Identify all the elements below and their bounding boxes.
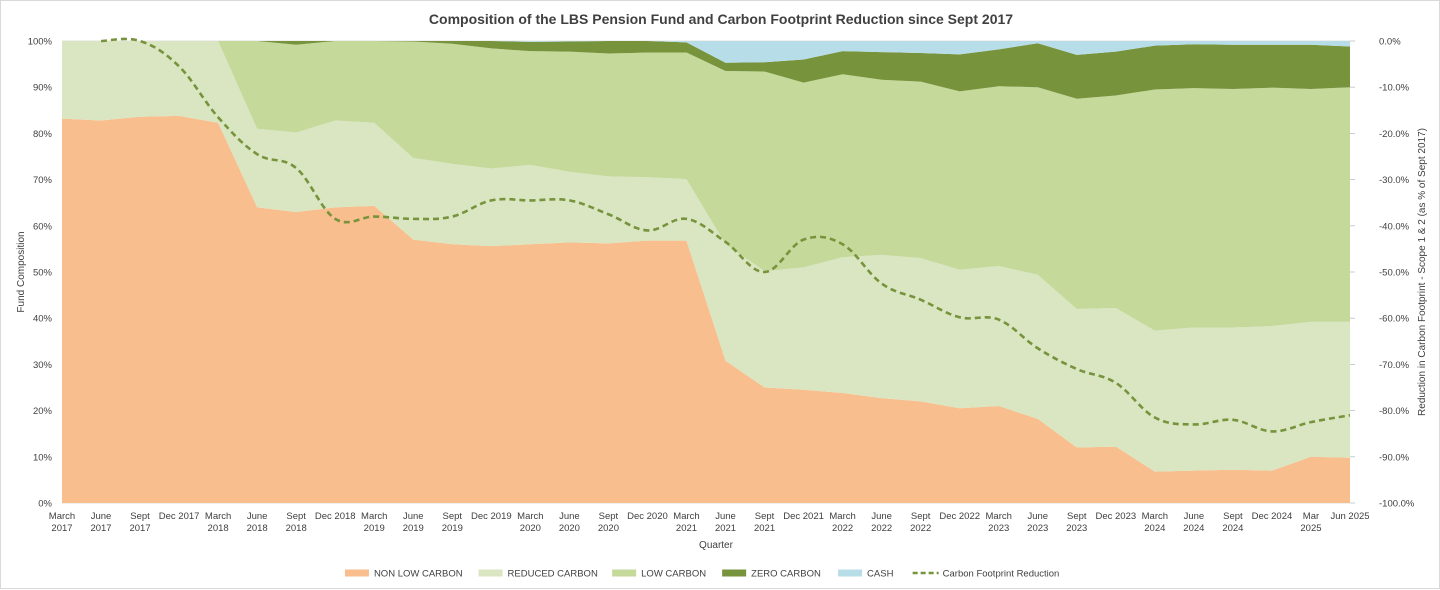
x-tick-label: March 2023 <box>986 511 1012 534</box>
y-tick-label: 50% <box>33 268 53 279</box>
legend-swatch <box>478 569 503 577</box>
y2-tick-label: -10.0% <box>1379 83 1410 94</box>
x-tick-label: Sept 2023 <box>1066 511 1087 534</box>
y-tick-label: 20% <box>33 406 53 417</box>
x-axis-label: Quarter <box>699 540 734 551</box>
x-tick-label: Mar 2025 <box>1300 511 1321 534</box>
x-tick-label: March 2017 <box>49 511 75 534</box>
y2-tick-label: -50.0% <box>1379 268 1410 279</box>
legend-label: ZERO CARBON <box>751 569 821 580</box>
x-tick-label: March 2022 <box>829 511 855 534</box>
carbon-footprint-line-group <box>100 37 1351 433</box>
y-tick-label: 60% <box>33 221 53 232</box>
x-tick-label: March 2020 <box>517 511 543 534</box>
x-tick-label: Sept 2018 <box>286 511 307 534</box>
x-tick-label: Sept 2020 <box>598 511 619 534</box>
y-axis-label: Fund Composition <box>16 231 27 312</box>
legend-item-low-carbon[interactable]: LOW CARBON <box>612 569 706 580</box>
y2-tick-label: -40.0% <box>1379 221 1410 232</box>
y-tick-label: 0% <box>38 499 52 510</box>
y-tick-label: 80% <box>33 129 53 140</box>
area-low-carbon <box>62 41 1350 331</box>
x-tick-label: June 2023 <box>1027 511 1048 534</box>
line-carbon-footprint-reduction <box>100 37 1351 433</box>
legend-swatch <box>612 569 637 577</box>
legend-item-carbon-footprint-reduction[interactable]: Carbon Footprint Reduction <box>912 569 1060 580</box>
legend-item-reduced-carbon[interactable]: REDUCED CARBON <box>478 569 598 580</box>
y2-tick-label: -60.0% <box>1379 314 1410 325</box>
x-tick-label: Sept 2019 <box>442 511 463 534</box>
legend-label: NON LOW CARBON <box>374 569 463 580</box>
y2-tick-label: -70.0% <box>1379 360 1410 371</box>
x-tick-label: June 2020 <box>559 511 580 534</box>
x-tick-label: Dec 2021 <box>783 511 824 522</box>
area-cash <box>62 41 1350 63</box>
x-tick-label: March 2019 <box>361 511 387 534</box>
legend-swatch <box>344 569 369 577</box>
y-axis-ticks: 0% 10% 20% 30% 40% 50% 60% 70% 80% 90% 100% <box>28 37 53 510</box>
x-tick-label: June 2024 <box>1183 511 1204 534</box>
x-tick-label: Dec 2020 <box>627 511 668 522</box>
x-tick-label: March 2021 <box>673 511 699 534</box>
area-reduced-carbon <box>62 41 1350 472</box>
chart-title: Composition of the LBS Pension Fund and … <box>429 11 1013 27</box>
area-non-low-carbon <box>62 115 1350 503</box>
x-tick-label: March 2024 <box>1142 511 1168 534</box>
x-tick-label: March 2018 <box>205 511 231 534</box>
x-tick-label: Sept 2022 <box>910 511 931 534</box>
y2-tick-label: -90.0% <box>1379 452 1410 463</box>
x-tick-label: Sept 2017 <box>129 511 150 534</box>
legend[interactable]: NON LOW CARBON REDUCED CARBON LOW CARBON ZE… <box>344 569 1060 580</box>
y-tick-label: 70% <box>33 175 53 186</box>
x-tick-label: Dec 2022 <box>939 511 980 522</box>
y2-axis-ticks: -100.0% -90.0% -80.0% -70.0% -60.0% -50.0% -40… <box>1350 37 1415 510</box>
y-tick-label: 30% <box>33 360 53 371</box>
x-tick-label: June 2022 <box>871 511 892 534</box>
x-tick-label: Jun 2025 <box>1330 511 1369 522</box>
area-series <box>62 41 1350 503</box>
x-tick-label: Dec 2024 <box>1252 511 1293 522</box>
y-tick-label: 90% <box>33 83 53 94</box>
y2-tick-label: 0.0% <box>1379 37 1401 48</box>
y2-tick-label: -100.0% <box>1379 499 1415 510</box>
y2-tick-label: -20.0% <box>1379 129 1410 140</box>
legend-label: CASH <box>867 569 894 580</box>
y2-tick-label: -30.0% <box>1379 175 1410 186</box>
x-tick-label: Sept 2021 <box>754 511 775 534</box>
legend-swatch <box>722 569 747 577</box>
x-tick-label: June 2019 <box>403 511 424 534</box>
x-tick-label: Dec 2019 <box>471 511 512 522</box>
x-tick-label: June 2018 <box>247 511 268 534</box>
x-axis-ticks: March 2017 June 2017 Sept 2017 Dec 2017 March 20… <box>49 511 1370 534</box>
y-tick-label: 100% <box>28 37 53 48</box>
legend-label: REDUCED CARBON <box>508 569 598 580</box>
x-tick-label: Dec 2023 <box>1095 511 1136 522</box>
legend-item-zero-carbon[interactable]: ZERO CARBON <box>722 569 821 580</box>
legend-item-cash[interactable]: CASH <box>838 569 894 580</box>
legend-label: LOW CARBON <box>641 569 706 580</box>
legend-swatch <box>838 569 863 577</box>
legend-item-non-low-carbon[interactable]: NON LOW CARBON <box>344 569 463 580</box>
y-tick-label: 40% <box>33 314 53 325</box>
area-zero-carbon <box>62 41 1350 99</box>
x-tick-label: Dec 2018 <box>315 511 356 522</box>
legend-label: Carbon Footprint Reduction <box>943 569 1060 580</box>
y2-axis-label: Reduction in Carbon Footprint - Scope 1 … <box>1417 128 1428 416</box>
x-tick-label: Sept 2024 <box>1222 511 1243 534</box>
y-tick-label: 10% <box>33 452 53 463</box>
y2-tick-label: -80.0% <box>1379 406 1410 417</box>
x-tick-label: June 2021 <box>715 511 736 534</box>
x-tick-label: June 2017 <box>90 511 111 534</box>
x-tick-label: Dec 2017 <box>159 511 200 522</box>
